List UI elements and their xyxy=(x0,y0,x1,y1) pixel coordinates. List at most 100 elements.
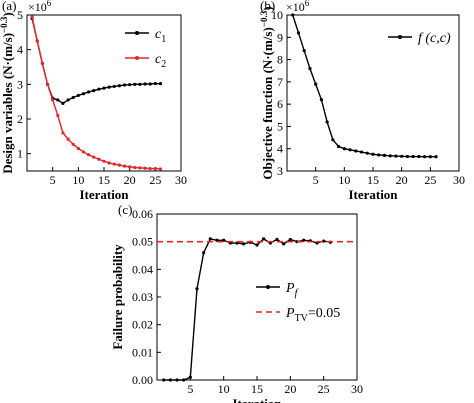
data-point xyxy=(138,166,142,170)
data-point xyxy=(107,85,111,89)
data-point xyxy=(302,49,306,53)
data-point xyxy=(107,161,111,165)
legend-swatch-marker xyxy=(135,31,139,35)
data-point xyxy=(262,237,266,241)
data-point xyxy=(66,137,70,141)
y-axis-title-exp: −0.3 xyxy=(0,16,9,33)
data-point xyxy=(76,146,80,151)
data-point xyxy=(138,82,142,86)
x-tick-label: 5 xyxy=(50,173,56,187)
legend-sub: 1 xyxy=(161,34,166,45)
data-point xyxy=(122,83,127,87)
legend-entry-f: f (c,c) xyxy=(388,31,451,46)
data-point xyxy=(61,131,65,135)
data-point xyxy=(158,82,163,86)
legend-sub: 2 xyxy=(161,59,166,70)
data-point xyxy=(296,31,301,35)
data-point xyxy=(97,157,101,161)
y-tick-label: 4 xyxy=(277,142,283,156)
data-point xyxy=(122,164,127,168)
x-tick-label: 30 xyxy=(453,173,465,187)
y-tick-label: 8 xyxy=(277,53,283,67)
y-tick-label: 1 xyxy=(17,147,23,161)
data-point xyxy=(45,82,50,86)
y-axis-title-tail: ) xyxy=(260,6,275,10)
y-tick-label: 9 xyxy=(277,30,283,44)
data-point xyxy=(133,165,137,170)
x-tick-label: 5 xyxy=(313,173,319,187)
data-point xyxy=(394,154,398,158)
legend-tail: =0.05 xyxy=(308,306,340,321)
x-tick-label: 10 xyxy=(72,173,84,187)
y-axis-title-main: Design variables (N·(m/s) xyxy=(0,33,15,174)
data-point xyxy=(331,138,335,142)
panel-tag: (b) xyxy=(260,0,275,13)
y-tick-label: 0.02 xyxy=(132,318,153,332)
data-point xyxy=(348,148,352,152)
y-axis-title: Objective function (N·(m/s)−0.3) xyxy=(259,6,275,179)
data-point xyxy=(87,90,91,94)
panel-tag: (a) xyxy=(2,0,16,13)
y-multiplier-exp: 6 xyxy=(305,0,310,8)
x-tick-label: 15 xyxy=(98,173,110,187)
data-point xyxy=(76,93,80,98)
chart-panel-a: 5 10 15 20 25 30 1 2 3 4 5 Iteration xyxy=(17,8,187,202)
x-tick-label: 25 xyxy=(318,382,330,396)
data-point xyxy=(35,39,39,43)
data-point xyxy=(56,98,60,102)
legend-text: P xyxy=(285,306,295,321)
data-point xyxy=(71,95,75,100)
x-axis-title: Iteration xyxy=(348,187,398,202)
x-tick-label: 15 xyxy=(367,173,379,187)
data-point xyxy=(112,84,116,89)
data-point xyxy=(112,162,116,166)
data-point xyxy=(30,15,34,19)
y-tick-label: 5 xyxy=(277,119,283,133)
y-multiplier: ×106 xyxy=(286,0,310,14)
y-axis-title-exp: −0.3 xyxy=(259,10,269,27)
x-tick-label: 10 xyxy=(338,173,350,187)
data-point xyxy=(382,153,387,157)
data-point xyxy=(92,88,96,93)
y-multiplier-base: ×10 xyxy=(28,0,47,14)
data-point xyxy=(153,82,157,86)
y-tick-label: 0.03 xyxy=(132,290,153,304)
data-point xyxy=(255,243,259,247)
legend-text: f (c xyxy=(418,31,437,46)
y-axis-title: Failure probability xyxy=(110,244,125,350)
series-line xyxy=(31,18,161,105)
y-axis-title-tail: ) xyxy=(0,12,15,16)
data-point xyxy=(92,155,96,159)
panel-tag: (c) xyxy=(118,202,132,217)
data-point xyxy=(40,61,45,66)
x-tick-label: 25 xyxy=(149,173,161,187)
series-line xyxy=(292,14,437,158)
data-point xyxy=(102,159,106,163)
data-point xyxy=(242,242,246,246)
data-point xyxy=(282,242,286,246)
y-multiplier-exp: 6 xyxy=(47,0,52,8)
data-point xyxy=(388,154,392,158)
legend-swatch-marker xyxy=(135,56,139,60)
chart-panel-c: 5 10 15 20 25 30 0.00 0.01 0.02 0.03 0.04 0.05 0.06 I… xyxy=(132,207,363,403)
y-tick-label: 0.05 xyxy=(132,235,153,249)
y-tick-label: 7 xyxy=(277,75,283,89)
data-point xyxy=(202,251,206,255)
data-point xyxy=(291,13,295,17)
y-multiplier-base: ×10 xyxy=(286,0,305,14)
data-point xyxy=(365,151,369,155)
data-point xyxy=(71,142,75,146)
legend-swatch-marker xyxy=(266,285,270,289)
data-point xyxy=(428,155,432,159)
data-point xyxy=(182,378,186,382)
legend-label: f (c,c) xyxy=(418,31,451,46)
legend-label: PTV=0.05 xyxy=(285,306,340,324)
x-tick-label: 25 xyxy=(424,173,436,187)
legend-text-mid: ,c xyxy=(436,31,447,46)
y-tick-label: 10 xyxy=(271,8,283,22)
y-tick-label: 6 xyxy=(277,97,283,111)
x-tick-label: 5 xyxy=(187,382,193,396)
data-point xyxy=(400,154,404,158)
